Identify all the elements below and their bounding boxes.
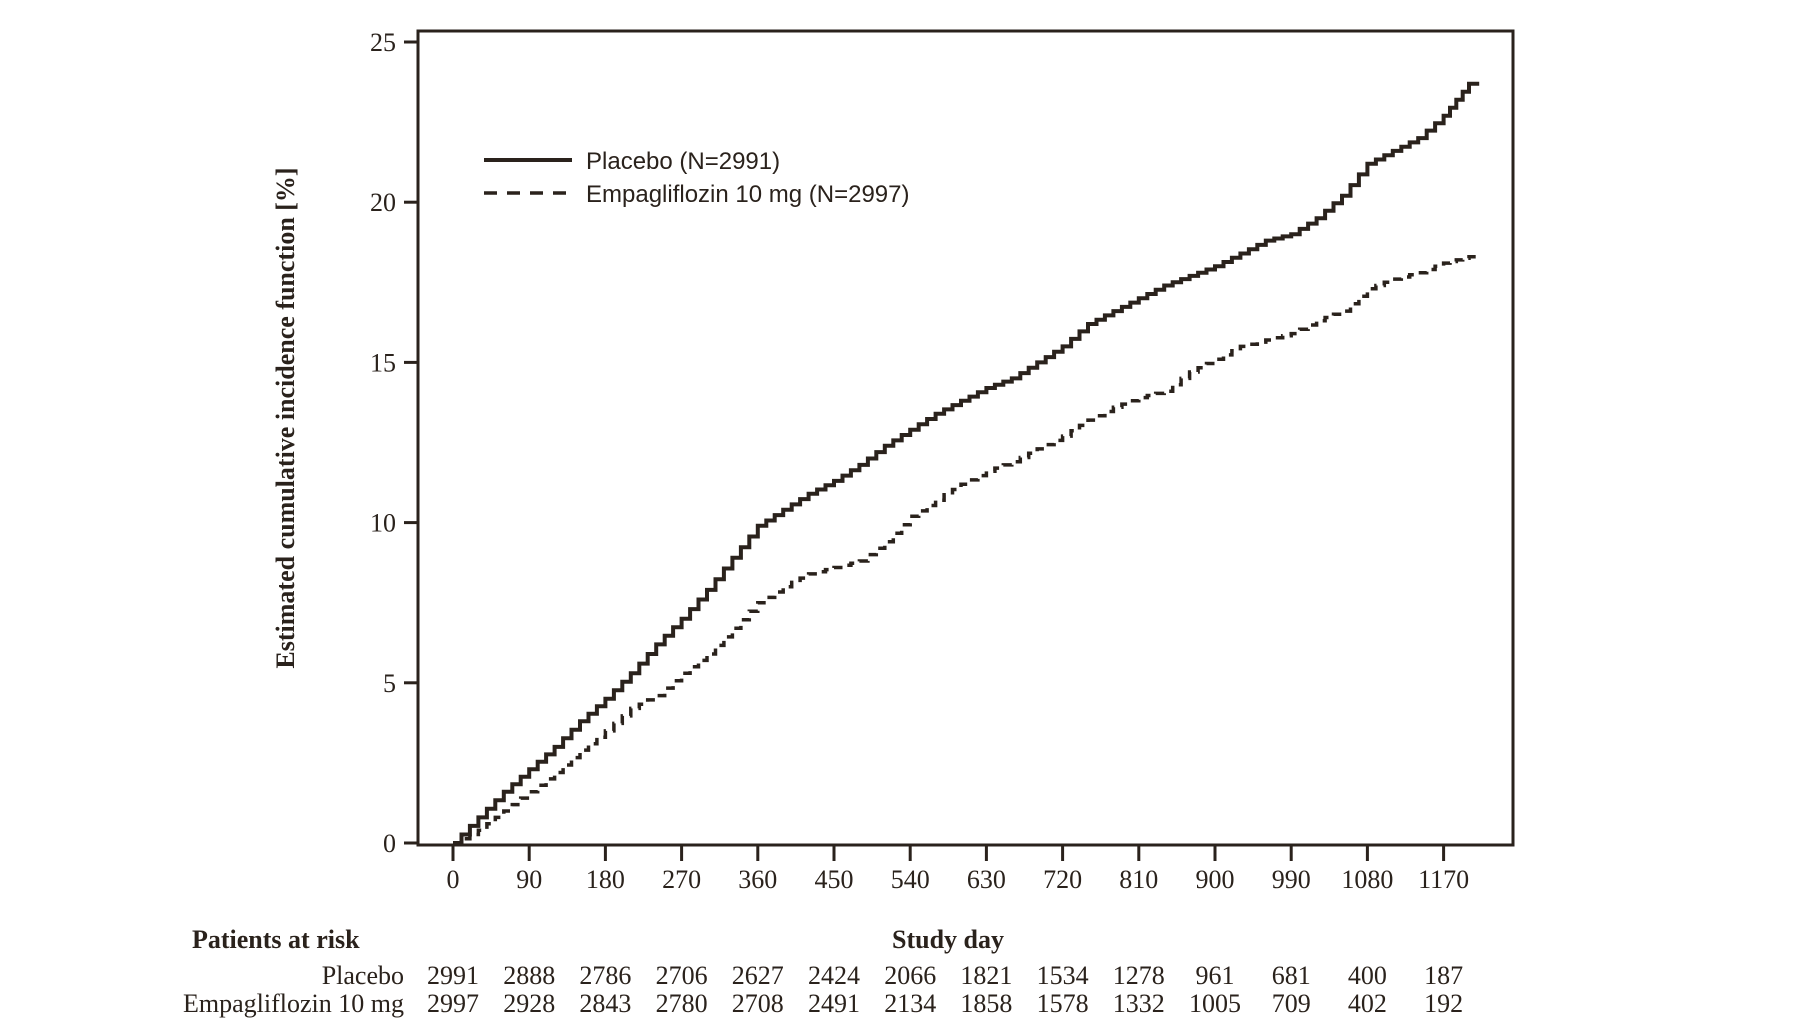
risk-count: 709	[1272, 989, 1311, 1018]
curve-empagliflozin	[453, 254, 1480, 845]
risk-count: 2066	[884, 961, 936, 990]
risk-count: 2424	[808, 961, 860, 990]
x-tick-label: 990	[1272, 865, 1311, 894]
risk-count: 2928	[503, 989, 555, 1018]
y-axis-title: Estimated cumulative incidence function …	[271, 167, 300, 668]
risk-count: 681	[1272, 961, 1311, 990]
x-tick-label: 1170	[1418, 865, 1469, 894]
x-tick-label: 360	[738, 865, 777, 894]
x-tick-label: 540	[891, 865, 930, 894]
risk-count: 2627	[732, 961, 784, 990]
y-tick-label: 0	[383, 829, 396, 858]
risk-count: 2491	[808, 989, 860, 1018]
risk-count: 1858	[960, 989, 1012, 1018]
x-tick-label: 90	[516, 865, 542, 894]
risk-count: 2997	[427, 989, 479, 1018]
x-axis-ticks: 0 90 180 270 360 450 540 630 720 810 900 990 1080 117…	[447, 845, 1469, 894]
x-tick-label: 180	[586, 865, 625, 894]
risk-row-label-placebo: Placebo	[322, 961, 404, 990]
patients-at-risk-title: Patients at risk	[192, 925, 360, 954]
risk-count: 2780	[656, 989, 708, 1018]
plot-frame	[416, 29, 1515, 847]
risk-count: 1821	[960, 961, 1012, 990]
risk-count: 400	[1348, 961, 1387, 990]
risk-count: 402	[1348, 989, 1387, 1018]
risk-count: 2708	[732, 989, 784, 1018]
risk-count: 2134	[884, 989, 936, 1018]
y-tick-label: 5	[383, 669, 396, 698]
x-tick-label: 720	[1043, 865, 1082, 894]
x-tick-label: 450	[815, 865, 854, 894]
curves	[453, 81, 1480, 845]
patients-at-risk-table: Patients at risk Study day Placebo Empag…	[183, 925, 1463, 1018]
x-tick-label: 630	[967, 865, 1006, 894]
risk-count: 192	[1424, 989, 1463, 1018]
x-tick-label: 0	[447, 865, 460, 894]
y-tick-label: 10	[370, 509, 396, 538]
risk-count: 1278	[1113, 961, 1165, 990]
y-axis-ticks: 0 5 10 15 20 25	[370, 28, 418, 858]
risk-count: 1578	[1037, 989, 1089, 1018]
risk-count: 1005	[1189, 989, 1241, 1018]
risk-count: 2888	[503, 961, 555, 990]
risk-count: 1534	[1037, 961, 1089, 990]
x-tick-label: 1080	[1341, 865, 1393, 894]
risk-count: 187	[1424, 961, 1463, 990]
risk-count: 2843	[579, 989, 631, 1018]
legend: Placebo (N=2991) Empagliflozin 10 mg (N=…	[484, 148, 910, 208]
y-tick-label: 15	[370, 348, 396, 377]
risk-numbers: 2991 2888 2786 2706 2627 2424 2066 1821 1534 1278…	[427, 961, 1463, 1018]
y-tick-label: 20	[370, 188, 396, 217]
y-tick-label: 25	[370, 28, 396, 57]
risk-row-label-empagliflozin: Empagliflozin 10 mg	[183, 989, 404, 1018]
risk-count: 1332	[1113, 989, 1165, 1018]
legend-label-empagliflozin: Empagliflozin 10 mg (N=2997)	[586, 181, 910, 208]
legend-label-placebo: Placebo (N=2991)	[586, 148, 780, 175]
x-axis-title: Study day	[892, 925, 1004, 954]
x-tick-label: 270	[662, 865, 701, 894]
risk-count: 961	[1196, 961, 1235, 990]
risk-count: 2706	[656, 961, 708, 990]
x-tick-label: 810	[1119, 865, 1158, 894]
x-tick-label: 900	[1196, 865, 1235, 894]
risk-count: 2786	[579, 961, 631, 990]
curve-placebo	[453, 81, 1480, 845]
risk-count: 2991	[427, 961, 479, 990]
